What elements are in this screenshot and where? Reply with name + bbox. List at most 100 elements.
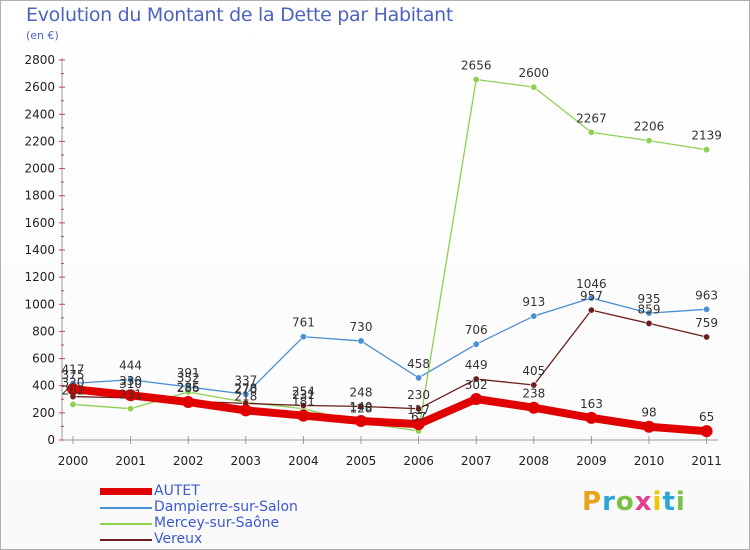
data-point [527, 401, 540, 414]
x-tick-label: 2005 [346, 454, 377, 468]
data-point [587, 294, 595, 302]
brand-logo: Proxiti [582, 487, 686, 517]
data-label: 330 [119, 374, 142, 388]
legend-swatch [100, 507, 152, 509]
data-point [645, 137, 653, 145]
series-line [69, 385, 711, 436]
data-label: 230 [407, 388, 430, 402]
y-tick-label: 0 [47, 433, 55, 447]
data-point [703, 146, 711, 154]
data-point [585, 411, 598, 424]
data-label: 2206 [634, 120, 665, 134]
axes: 0 200 400 600 800 1000 1200 1400 1600 1800 2000 220… [24, 53, 721, 468]
data-label: 320 [62, 376, 85, 390]
y-tick-label: 400 [32, 379, 55, 393]
data-point [703, 305, 711, 313]
x-tick-label: 2006 [403, 454, 434, 468]
series-1 [69, 294, 711, 398]
data-label: 935 [638, 292, 661, 306]
series-2 [69, 76, 711, 435]
data-point [530, 381, 538, 389]
data-label: 759 [695, 316, 718, 330]
y-tick-label: 1600 [24, 216, 55, 230]
data-label: 218 [234, 389, 257, 403]
data-point [412, 418, 425, 431]
x-tick-label: 2004 [288, 454, 319, 468]
x-tick-label: 2002 [173, 454, 204, 468]
data-point [415, 374, 423, 382]
data-label: 963 [695, 288, 718, 302]
data-point [182, 396, 195, 408]
data-point [587, 306, 595, 314]
x-tick-label: 2003 [231, 454, 262, 468]
data-label: 248 [350, 385, 373, 399]
y-tick-label: 1800 [24, 189, 55, 203]
data-point [124, 389, 137, 402]
data-point [643, 420, 655, 433]
data-label: 278 [234, 381, 257, 395]
data-label: 444 [119, 359, 142, 373]
data-label: 181 [292, 395, 315, 409]
data-label: 67 [411, 410, 426, 424]
data-point [530, 312, 538, 320]
chart-title: Evolution du Montant de la Dette par Hab… [26, 4, 454, 26]
data-label: 417 [62, 362, 85, 376]
x-tick-label: 2008 [519, 454, 550, 468]
data-label: 957 [580, 289, 603, 303]
legend-label: Vereux [154, 531, 203, 547]
x-tick-label: 2001 [115, 454, 146, 468]
data-label: 761 [292, 316, 315, 330]
data-label: 391 [177, 366, 200, 380]
data-label: 352 [177, 371, 200, 385]
data-point [184, 388, 192, 396]
data-label: 2267 [576, 111, 607, 125]
data-point [127, 376, 135, 384]
data-point [355, 415, 367, 427]
data-point [242, 390, 250, 398]
data-label: 375 [62, 368, 85, 382]
data-point [299, 402, 307, 410]
data-label: 1046 [576, 277, 607, 291]
data-label: 254 [292, 385, 315, 399]
data-label: 458 [407, 357, 430, 371]
data-label: 65 [699, 410, 714, 424]
data-label: 262 [62, 383, 85, 397]
data-label: 706 [465, 323, 488, 337]
y-tick-label: 600 [32, 352, 55, 366]
legend-label: Mercey-sur-Saône [154, 515, 280, 531]
x-tick-label: 2009 [576, 454, 607, 468]
y-tick-label: 2200 [24, 134, 55, 148]
data-point [415, 405, 423, 413]
legend-swatch [100, 523, 152, 525]
y-tick-label: 200 [32, 406, 55, 420]
data-point [127, 405, 135, 413]
legend-swatch [100, 488, 152, 495]
data-point [357, 337, 365, 345]
data-point [645, 319, 653, 327]
x-tick-label: 2010 [634, 454, 665, 468]
series-line [72, 297, 708, 395]
data-label: 286 [177, 381, 200, 395]
series-line [72, 78, 708, 432]
line-chart: 0 200 400 600 800 1000 1200 1400 1600 1800 2000 220… [24, 53, 721, 468]
data-label: 859 [638, 302, 661, 316]
data-label: 913 [522, 295, 545, 309]
data-label: 163 [580, 397, 603, 411]
data-label: 231 [119, 388, 142, 402]
data-label: 449 [465, 358, 488, 372]
y-tick-label: 800 [32, 324, 55, 338]
data-point [357, 402, 365, 410]
data-label: 302 [465, 378, 488, 392]
x-tick-label: 2007 [461, 454, 492, 468]
data-label: 285 [177, 380, 200, 394]
data-label: 730 [350, 320, 373, 334]
data-point [472, 375, 480, 383]
data-point [587, 128, 595, 136]
data-point [299, 333, 307, 341]
data-label: 98 [641, 406, 656, 420]
y-tick-label: 1000 [24, 297, 55, 311]
legend-label: Dampierre-sur-Salon [154, 499, 298, 515]
data-point [67, 383, 79, 396]
data-point [703, 333, 711, 341]
y-tick-label: 2400 [24, 107, 55, 121]
